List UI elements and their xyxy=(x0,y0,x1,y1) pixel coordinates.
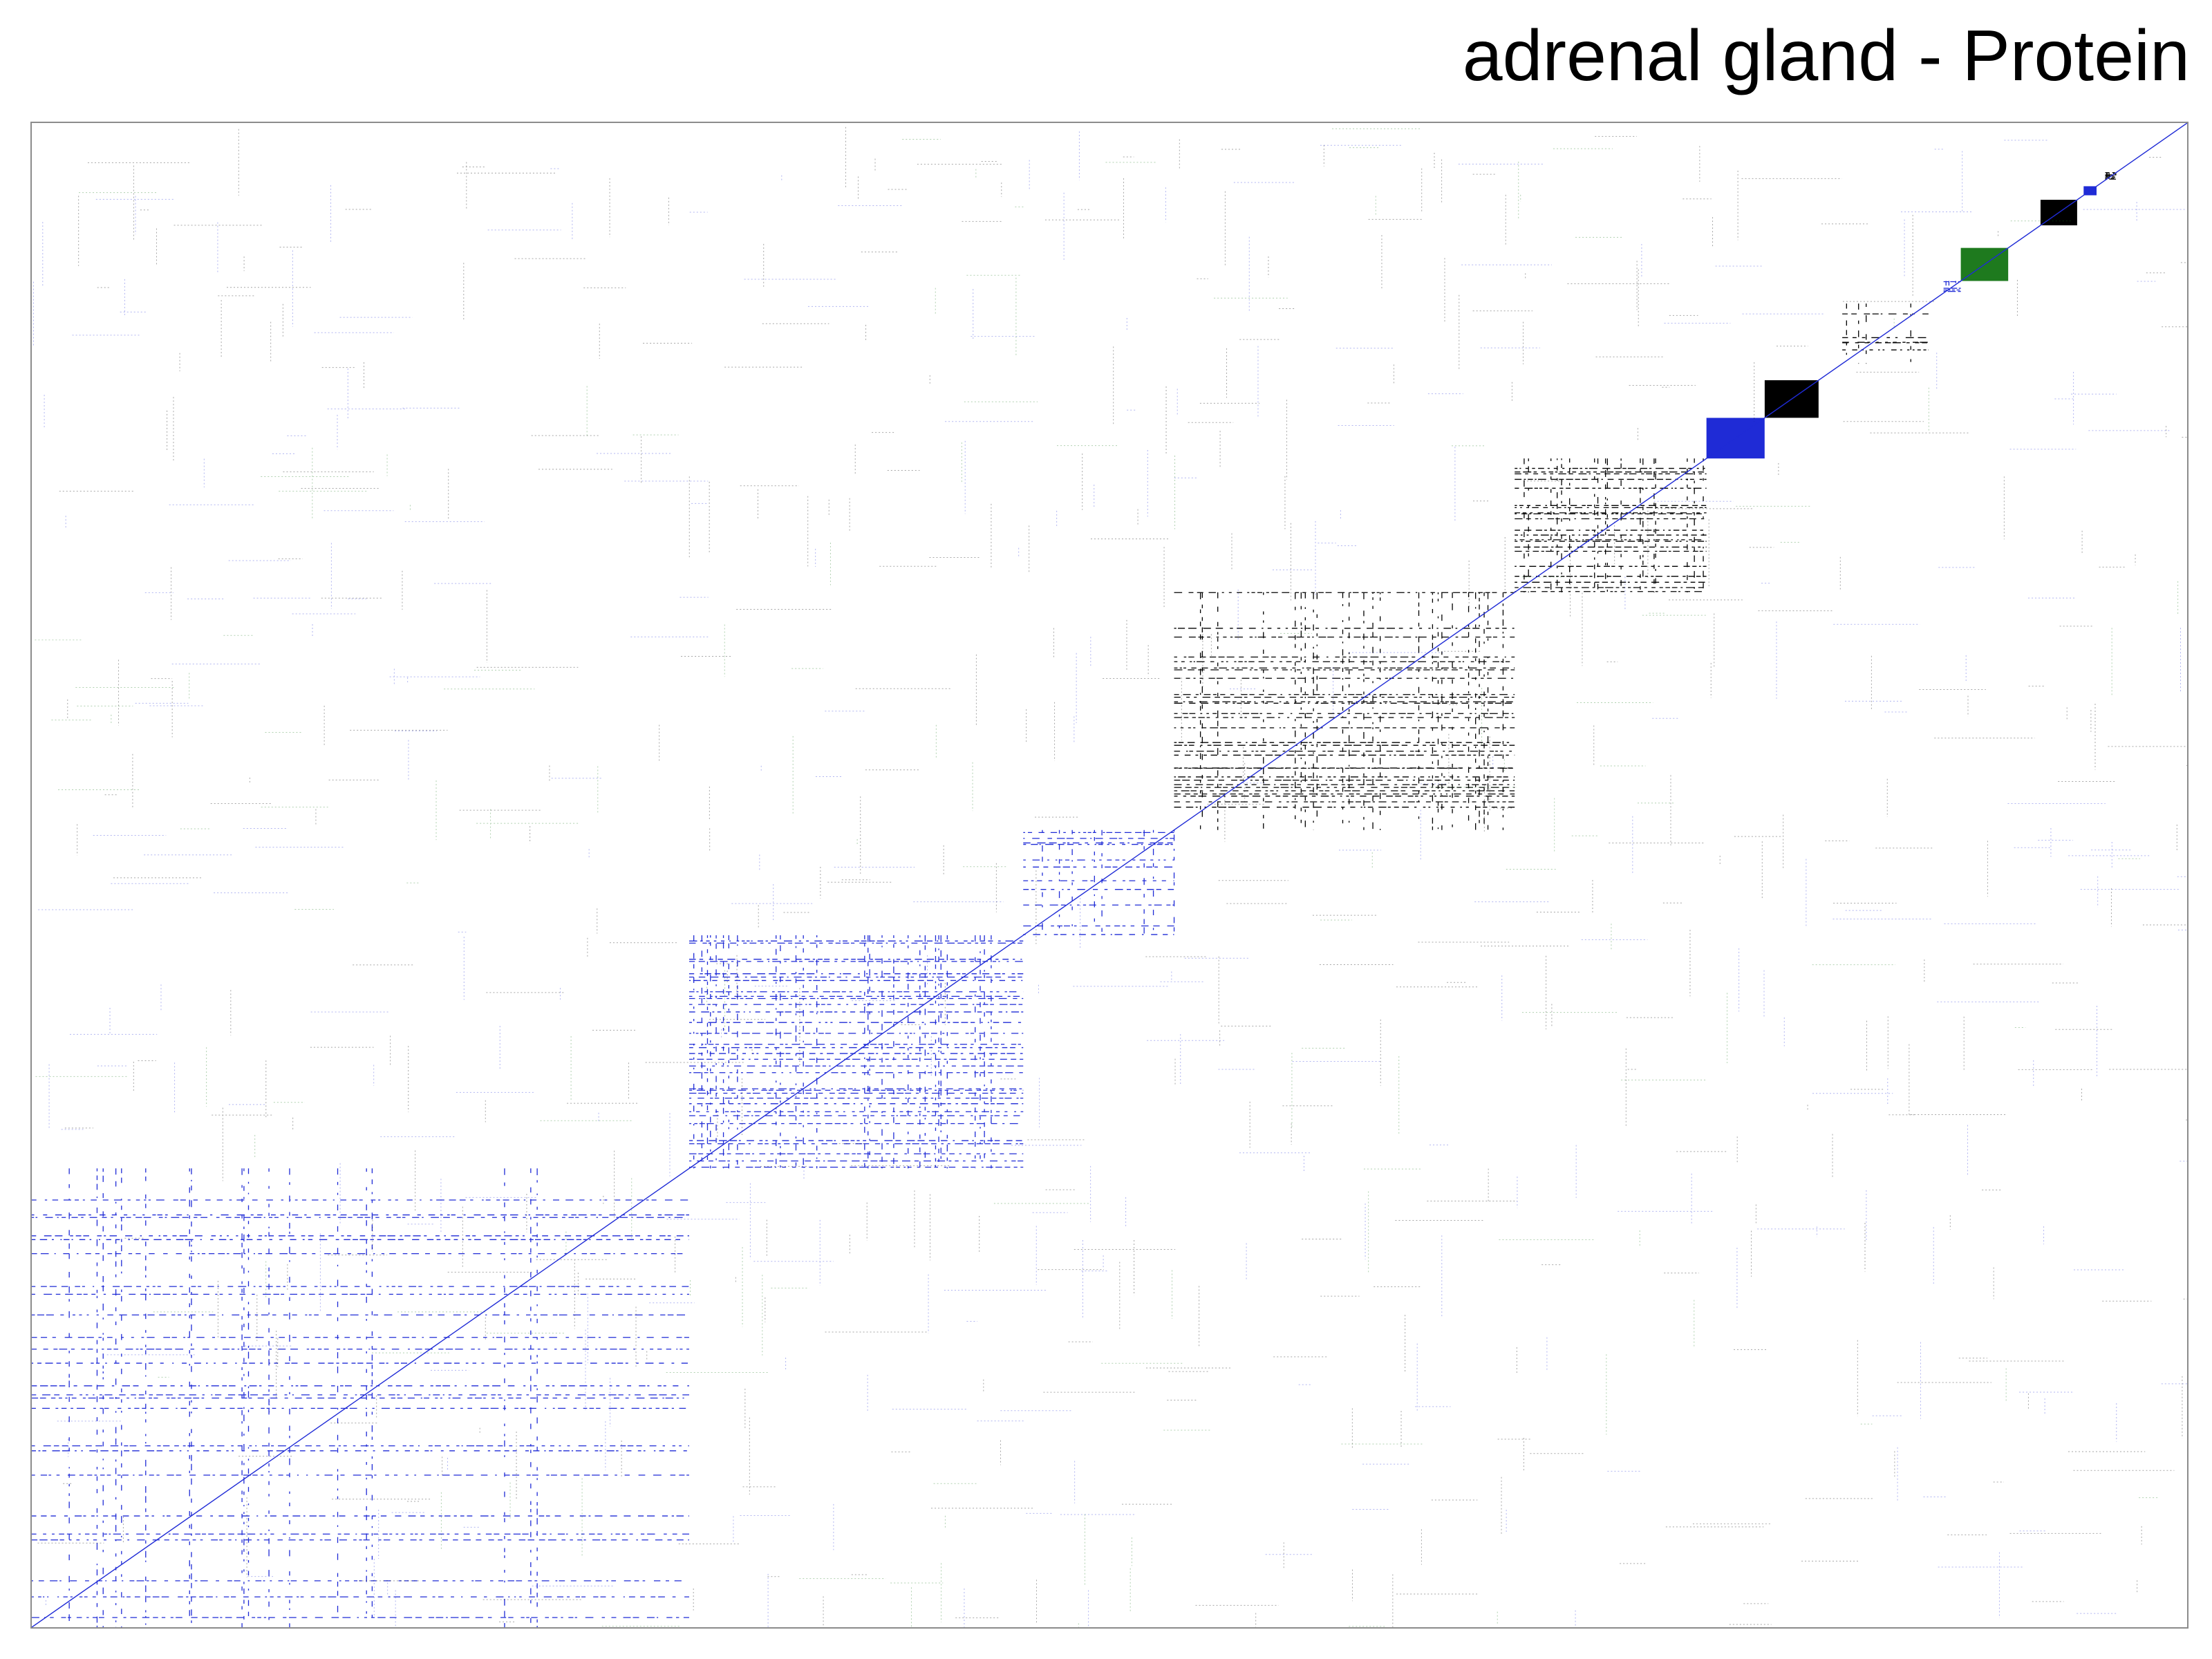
module-block-texture xyxy=(688,935,1024,1169)
module-block-texture xyxy=(1943,281,1961,292)
module-block-texture xyxy=(1174,592,1515,830)
off-block-band-black xyxy=(37,126,2187,1627)
module-block-texture xyxy=(2105,172,2117,180)
off-block-bands xyxy=(32,126,2187,1627)
chart-title: adrenal gland - Protein xyxy=(1462,16,2190,96)
heatmap-plot-area xyxy=(30,122,2188,1629)
module-block-13 xyxy=(2105,172,2117,180)
module-block-2 xyxy=(688,935,1024,1169)
module-block-4 xyxy=(1174,592,1515,830)
module-block-texture xyxy=(32,1168,689,1627)
module-block-9 xyxy=(1943,281,1961,292)
module-block-1 xyxy=(32,1168,689,1627)
module-block-5 xyxy=(1515,458,1707,592)
off-block-band-blue xyxy=(32,131,2187,1627)
diagonal-line xyxy=(32,123,2187,1627)
module-block-texture xyxy=(1515,458,1707,592)
module-block-texture xyxy=(1023,830,1175,935)
heatmap-svg xyxy=(32,123,2187,1627)
module-block-3 xyxy=(1023,830,1175,935)
